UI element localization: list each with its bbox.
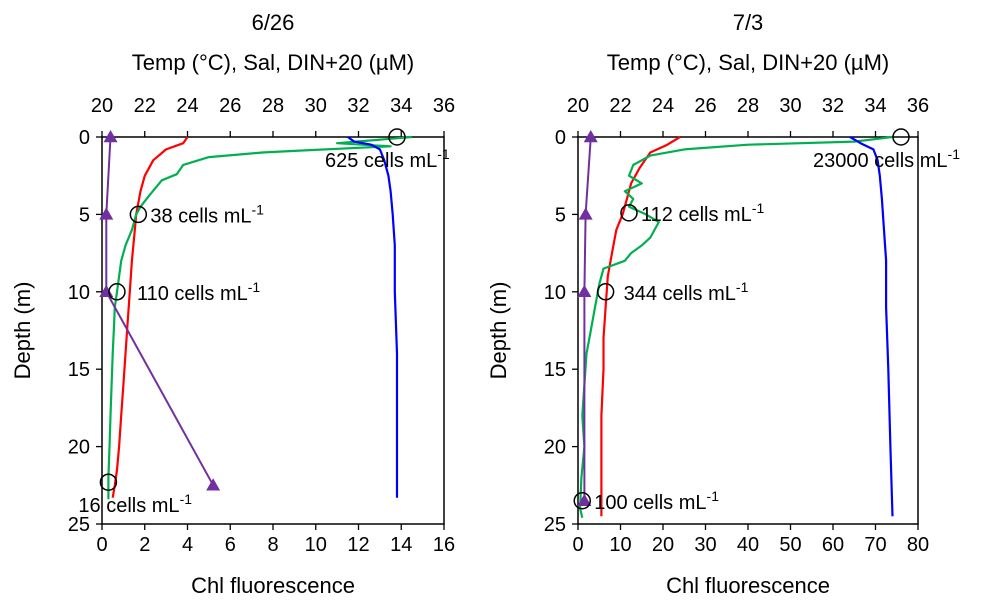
y-axis-label: Depth (m) [486, 282, 511, 380]
sample-circle [99, 473, 118, 491]
y-tick-label: 20 [544, 437, 566, 459]
y-tick-label: 15 [544, 359, 566, 381]
bottom-axis-label: Chl fluorescence [191, 573, 355, 598]
bottom-tick-label: 2 [139, 534, 150, 556]
series-line-1 [600, 136, 681, 517]
series-line-3 [347, 136, 399, 498]
series-line-2 [579, 135, 893, 519]
top-tick-label: 28 [262, 95, 284, 117]
top-tick-label: 36 [433, 95, 455, 117]
bottom-tick-label: 70 [864, 534, 886, 556]
top-tick-label: 24 [176, 95, 198, 117]
y-tick-label: 25 [68, 514, 90, 536]
bottom-tick-label: 6 [225, 534, 236, 556]
sample-circle [892, 128, 910, 146]
series-line-4 [105, 136, 215, 486]
y-tick-label: 5 [79, 204, 90, 226]
bottom-tick-label: 50 [779, 534, 801, 556]
sample-circle [620, 204, 638, 222]
triangle-marker [577, 284, 592, 298]
y-axis-label: Depth (m) [10, 282, 35, 380]
y-tick-label: 5 [555, 204, 566, 226]
y-tick-label: 20 [68, 437, 90, 459]
bottom-tick-label: 20 [652, 534, 674, 556]
cell-count-label: 625 cells mL-1 [325, 146, 450, 172]
chart-title: 7/3 [733, 10, 764, 35]
y-tick-label: 10 [68, 282, 90, 304]
top-tick-label: 20 [567, 95, 589, 117]
top-tick-label: 30 [779, 95, 801, 117]
bottom-tick-label: 80 [907, 534, 929, 556]
triangle-marker [583, 130, 598, 143]
cell-count-label: 38 cells mL-1 [150, 201, 264, 227]
y-tick-label: 0 [555, 127, 566, 149]
y-tick-label: 0 [79, 127, 90, 149]
triangle-marker [99, 207, 114, 220]
sample-circle [129, 205, 148, 224]
top-tick-label: 24 [652, 95, 674, 117]
top-axis-label: Temp (°C), Sal, DIN+20 (µM) [132, 50, 414, 75]
top-tick-label: 20 [91, 95, 113, 117]
top-tick-label: 36 [907, 95, 929, 117]
top-tick-label: 32 [822, 95, 844, 117]
bottom-tick-label: 12 [347, 534, 369, 556]
cell-count-label: 344 cells mL-1 [624, 279, 749, 305]
cell-count-label: 112 cells mL-1 [641, 200, 764, 226]
bottom-tick-label: 14 [390, 534, 412, 556]
series-line-3 [849, 136, 894, 517]
chart-panel-1: 6/26 Temp (°C), Sal, DIN+20 (µM) Chl fluor… [10, 10, 455, 598]
series-line-1 [111, 136, 189, 498]
bottom-tick-label: 8 [267, 534, 278, 556]
chart-title: 6/26 [252, 10, 295, 35]
y-tick-label: 25 [544, 514, 566, 536]
bottom-tick-label: 0 [96, 534, 107, 556]
bottom-tick-label: 60 [822, 534, 844, 556]
cell-count-label: 23000 cells mL-1 [813, 146, 960, 172]
cell-count-label: 110 cells mL-1 [137, 279, 260, 305]
top-tick-label: 26 [219, 95, 241, 117]
bottom-tick-label: 16 [433, 534, 455, 556]
top-tick-label: 34 [390, 95, 412, 117]
top-tick-label: 22 [134, 95, 156, 117]
cell-count-label: 16 cells mL-1 [78, 491, 192, 517]
top-tick-label: 34 [864, 95, 886, 117]
bottom-tick-label: 10 [609, 534, 631, 556]
top-tick-label: 28 [737, 95, 759, 117]
bottom-tick-label: 0 [572, 534, 583, 556]
bottom-tick-label: 10 [305, 534, 327, 556]
triangle-marker [577, 493, 592, 507]
series-line-2 [107, 135, 412, 500]
series-line-4 [583, 136, 592, 501]
triangle-marker [578, 207, 593, 220]
plot-frame [101, 136, 445, 525]
triangle-marker [206, 478, 221, 491]
top-tick-label: 22 [609, 95, 631, 117]
sample-circle [573, 492, 591, 510]
y-tick-label: 10 [544, 282, 566, 304]
bottom-axis-label: Chl fluorescence [666, 573, 830, 598]
triangle-marker [103, 130, 118, 143]
cell-count-label: 100 cells mL-1 [594, 488, 719, 514]
bottom-tick-label: 30 [694, 534, 716, 556]
sample-circle [388, 128, 406, 146]
top-tick-label: 30 [305, 95, 327, 117]
top-tick-label: 26 [694, 95, 716, 117]
bottom-tick-label: 40 [737, 534, 759, 556]
y-tick-label: 15 [68, 359, 90, 381]
top-axis-label: Temp (°C), Sal, DIN+20 (µM) [607, 50, 889, 75]
bottom-tick-label: 4 [182, 534, 193, 556]
sample-circle [596, 283, 615, 301]
sample-circle [108, 283, 126, 301]
top-tick-label: 32 [347, 95, 369, 117]
chart-panel-2: 7/3 Temp (°C), Sal, DIN+20 (µM) Chl fluore… [486, 10, 960, 598]
